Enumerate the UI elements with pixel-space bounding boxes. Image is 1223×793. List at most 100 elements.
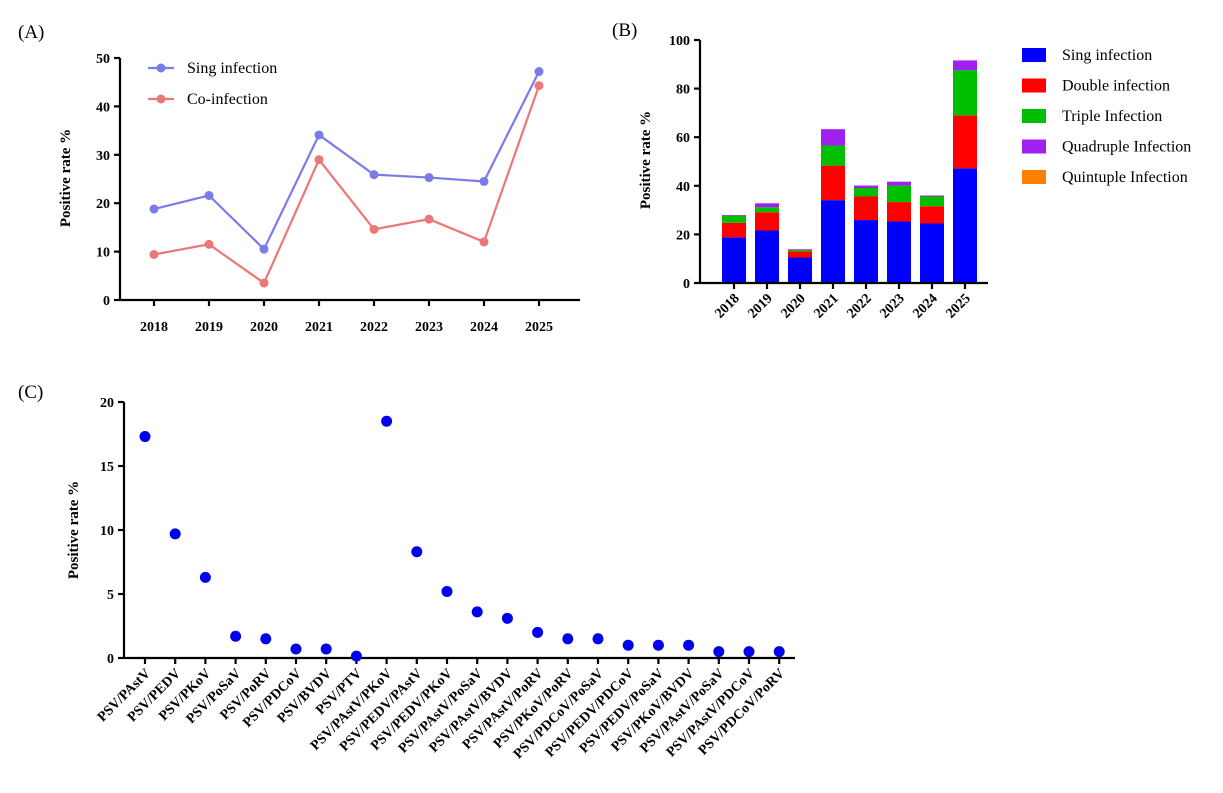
panel-c-data-point	[652, 639, 664, 651]
panel-b-bar-segment	[920, 196, 944, 207]
panel-b-bar-segment	[788, 249, 812, 252]
panel-b-bar-segment	[854, 196, 878, 221]
panel-a-x-tick-label: 2024	[470, 320, 498, 335]
panel-b: (B) Positive rate % 0 20 40 60 80 100 2018 2019…	[612, 20, 1191, 322]
panel-c-data-point	[773, 646, 785, 658]
panel-b-y-tick-label: 40	[676, 180, 690, 195]
panel-b-bar-segment	[953, 60, 977, 71]
panel-b-bar-segment	[821, 145, 845, 166]
panel-c-data-point	[320, 643, 332, 655]
panel-c-data-point	[471, 606, 483, 618]
panel-b-legend-label: Double infection	[1062, 78, 1170, 95]
panel-a-y-tick-label: 30	[96, 149, 110, 164]
panel-a-y-tick-label: 10	[96, 246, 110, 261]
panel-a-data-point	[369, 224, 379, 234]
panel-c: (C) Positive rate % 05101520PSV/PAstVPSV…	[18, 382, 795, 762]
panel-c-y-tick-label: 10	[100, 524, 114, 539]
panel-a-series-line	[153, 71, 540, 252]
panel-b-bar-segment	[722, 215, 746, 223]
panel-a-x-tick-label: 2018	[140, 320, 168, 335]
panel-b-bar-segment	[920, 195, 944, 197]
panel-b-x-tick-label: 2019	[745, 291, 775, 321]
panel-c-y-tick-label: 0	[107, 652, 114, 667]
panel-a-data-point	[149, 250, 159, 260]
panel-a-data-point	[479, 237, 489, 247]
panel-b-x-tick-label: 2025	[943, 291, 973, 321]
panel-b-bar-segment	[920, 223, 944, 283]
panel-a-series-line	[153, 85, 541, 285]
panel-b-bar-segment	[755, 207, 779, 213]
panel-b-bar-segment	[953, 115, 977, 169]
panel-b-y-tick-label: 20	[676, 228, 690, 243]
panel-c-label: (C)	[18, 382, 43, 403]
panel-c-y-tick-label: 5	[107, 588, 114, 603]
panel-c-data-point	[290, 643, 302, 655]
panel-a-label: (A)	[18, 22, 44, 43]
panel-b-legend-label: Sing infection	[1062, 47, 1152, 64]
panel-c-data-point	[743, 646, 755, 658]
panel-c-data-point	[622, 639, 634, 651]
panel-a-data-point	[204, 190, 214, 200]
panel-a-legend-label: Co-infection	[187, 91, 268, 108]
panel-a-data-point	[259, 278, 269, 288]
panel-a-legend-label: Sing infection	[187, 60, 277, 77]
panel-b-bar-segment	[953, 168, 977, 283]
panel-b-bar-segment	[953, 70, 977, 116]
panel-b-bar-segment	[755, 212, 779, 231]
panel-a-data-point	[149, 204, 159, 214]
panel-a-data-point	[204, 239, 214, 249]
panel-b-bar-segment	[788, 257, 812, 283]
panel-a-x-tick-label: 2023	[415, 320, 443, 335]
panel-b-bar-segment	[821, 165, 845, 201]
panel-c-y-axis-label: Positive rate %	[66, 481, 82, 579]
panel-a-data-point	[424, 214, 434, 224]
panel-a-data-point	[314, 130, 324, 140]
panel-b-y-axis-label: Positive rate %	[638, 111, 654, 209]
panel-a-data-point	[534, 81, 544, 91]
panel-b-bar-segment	[788, 249, 812, 250]
panel-c-data-point	[592, 633, 604, 645]
panel-b-bar-segment	[920, 206, 944, 224]
panel-a-y-tick-label: 0	[103, 294, 110, 309]
panel-a-data-point	[259, 244, 269, 254]
panel-b-label: (B)	[612, 20, 637, 41]
panel-b-x-tick-label: 2022	[844, 291, 874, 321]
panel-a-y-axis-label: Positive rate %	[58, 129, 74, 227]
panel-a-data-point	[479, 176, 489, 186]
panel-a-x-tick-label: 2022	[360, 320, 388, 335]
panel-a-y-tick-label: 50	[96, 52, 110, 67]
panel-c-data-point	[562, 633, 574, 645]
panel-b-legend-swatch	[1022, 139, 1046, 154]
panel-c-data-point	[199, 571, 211, 583]
panel-b-x-tick-label: 2024	[910, 291, 940, 321]
panel-b-y-tick-label: 0	[683, 277, 690, 292]
panel-a: (A) Positive rate % 0 10 20 30 40 50 2018 2019 2…	[18, 22, 580, 335]
panel-b-bar-segment	[887, 221, 911, 283]
panel-a-x-tick-label: 2021	[305, 320, 333, 335]
panel-b-bar-segment	[887, 185, 911, 203]
panel-c-data-point	[683, 639, 695, 651]
panel-b-bar-segment	[887, 181, 911, 186]
panel-b-bar-segment	[821, 200, 845, 283]
panel-b-x-tick-label: 2023	[877, 291, 907, 321]
panel-a-y-tick-label: 20	[96, 197, 110, 212]
panel-c-data-point	[139, 431, 151, 443]
panel-b-y-tick-label: 100	[669, 34, 690, 49]
panel-b-bar-segment	[755, 230, 779, 283]
panel-c-data-point	[381, 415, 393, 427]
panel-c-data-point	[501, 612, 513, 624]
panel-c-data-point	[532, 626, 544, 638]
panel-b-legend-label: Triple Infection	[1062, 108, 1162, 125]
panel-b-bar-segment	[788, 251, 812, 258]
panel-b-legend-swatch	[1022, 109, 1046, 123]
panel-a-data-point	[534, 67, 544, 77]
panel-a-data-point	[424, 173, 434, 183]
panel-a-x-tick-label: 2019	[195, 320, 223, 335]
panel-b-bar-segment	[854, 185, 878, 188]
panel-c-y-tick-label: 20	[100, 396, 114, 411]
panel-b-legend-swatch	[1022, 78, 1046, 93]
panel-a-y-tick-label: 40	[96, 100, 110, 115]
panel-a-data-point	[314, 155, 324, 165]
panel-b-bar-segment	[854, 187, 878, 197]
panel-a-legend-marker	[156, 63, 166, 73]
